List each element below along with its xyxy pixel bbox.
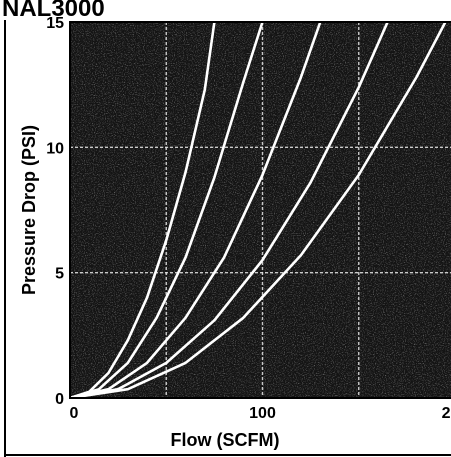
y-tick-label-15: 15 (46, 15, 64, 32)
series-line-4 (68, 20, 389, 400)
series-line-1 (68, 20, 216, 400)
y-tick-label-5: 5 (55, 266, 64, 283)
series-line-5 (68, 20, 447, 400)
chart-title: NAL3000 (2, 0, 105, 22)
y-tick-label-10: 10 (46, 140, 64, 157)
series-lines (68, 20, 447, 400)
plot-frame (69, 21, 451, 399)
plot-area (68, 20, 451, 400)
y-axis-label: Pressure Drop (PSI) (19, 125, 39, 295)
x-tick-label-200: 200 (442, 405, 451, 422)
y-tick-label-0: 0 (55, 391, 64, 408)
x-axis-label: Flow (SCFM) (171, 430, 280, 450)
y-axis-ticks: 0 5 10 15 (46, 15, 64, 408)
series-line-3 (68, 20, 322, 400)
x-tick-label-100: 100 (249, 405, 276, 422)
series-line-2 (68, 20, 264, 400)
x-axis-ticks: 0 100 200 (70, 405, 451, 422)
plot-texture (70, 22, 451, 398)
x-tick-label-0: 0 (70, 405, 79, 422)
